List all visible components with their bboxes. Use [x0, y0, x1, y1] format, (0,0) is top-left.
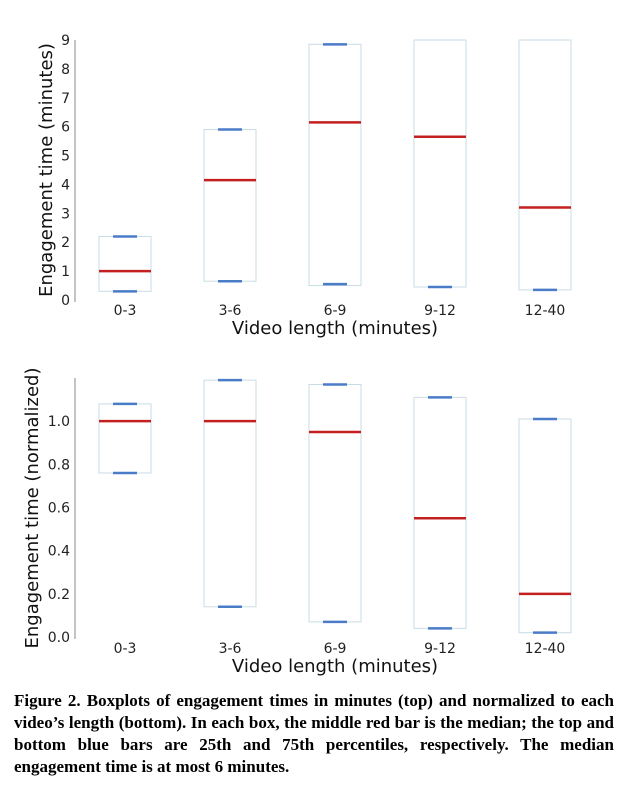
top-x-tick-label: 6-9: [324, 303, 347, 319]
bottom-box-3-6: [203, 379, 257, 608]
bottom-x-tick-label: 6-9: [324, 641, 347, 657]
bottom-x-tick-label: 12-40: [525, 641, 566, 657]
bottom-y-tick-label: 0.0: [48, 630, 70, 646]
bottom-x-axis-label: Video length (minutes): [232, 656, 438, 677]
bottom-box-12-40: [518, 418, 572, 634]
bottom-y-tick-label: 0.8: [48, 457, 70, 473]
bottom-y-tick-label: 0.6: [48, 501, 70, 517]
bottom-y-axis-label: Engagement time (normalized): [22, 368, 43, 649]
bottom-box-6-9: [308, 383, 362, 623]
bottom-y-tick-label: 0.2: [48, 587, 70, 603]
bottom-y-tick-label: 0.4: [48, 544, 70, 560]
top-x-tick-label: 0-3: [114, 303, 137, 319]
top-y-tick-label: 8: [61, 62, 70, 78]
top-y-tick-label: 9: [61, 33, 70, 49]
bottom-box-9-12: [413, 396, 467, 629]
top-y-tick-label: 0: [61, 293, 70, 309]
figure-caption: Figure 2. Boxplots of engagement times i…: [14, 691, 614, 776]
figure: 0 1 2 3 4 5 6 7 8 9 0-3 3-6 6-9 9-12 12-40 Video length…: [22, 33, 572, 677]
top-y-tick-label: 4: [61, 177, 70, 193]
top-box-6-9: [308, 43, 362, 287]
bottom-y-tick-label: 1.0: [48, 414, 70, 430]
top-x-tick-label: 3-6: [219, 303, 242, 319]
top-box-3-6: [203, 129, 257, 282]
top-box-0-3: [98, 235, 152, 292]
top-box-9-12: [413, 39, 467, 288]
bottom-x-tick-label: 3-6: [219, 641, 242, 657]
bottom-x-tick-label: 0-3: [114, 641, 137, 657]
top-x-axis-label: Video length (minutes): [232, 318, 438, 339]
top-y-tick-label: 3: [61, 206, 70, 222]
top-y-tick-label: 2: [61, 235, 70, 251]
top-y-tick-label: 7: [61, 91, 70, 107]
top-y-axis-label: Engagement time (minutes): [36, 43, 57, 297]
bottom-box-0-3: [98, 403, 152, 474]
top-box-12-40: [518, 39, 572, 291]
bottom-x-tick-label: 9-12: [424, 641, 456, 657]
top-y-tick-label: 5: [61, 149, 70, 165]
top-y-tick-label: 6: [61, 120, 70, 136]
top-x-tick-label: 9-12: [424, 303, 456, 319]
top-y-tick-label: 1: [61, 264, 70, 280]
top-x-tick-label: 12-40: [525, 303, 566, 319]
